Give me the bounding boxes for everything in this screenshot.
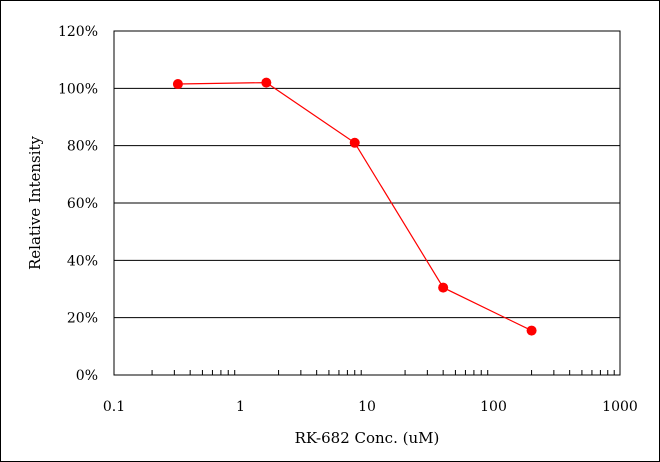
x-tick-label: 1000 (602, 399, 638, 415)
x-tick-label: 100 (480, 399, 507, 415)
data-point (349, 137, 360, 148)
y-tick-label: 100% (58, 81, 98, 97)
x-tick-label: 10 (358, 399, 376, 415)
y-tick-label: 60% (67, 196, 98, 212)
gridlines (114, 87, 620, 319)
data-point (438, 282, 449, 293)
x-axis-title: RK-682 Conc. (uM) (295, 429, 440, 447)
y-tick-label: 0% (76, 368, 98, 384)
y-tick-label: 80% (67, 139, 98, 155)
y-tick-label: 20% (67, 311, 98, 327)
data-series (172, 77, 537, 336)
y-tick-label: 40% (67, 253, 98, 269)
x-tick-label: 1 (236, 399, 245, 415)
x-tick-labels: 0.1 1 10 100 1000 (103, 399, 638, 415)
data-point (526, 325, 537, 336)
y-tick-label: 120% (58, 24, 98, 40)
data-point (261, 77, 272, 88)
x-axis-ticks (151, 370, 615, 375)
x-tick-label: 0.1 (103, 399, 125, 415)
y-axis-title: Relative Intensity (26, 135, 44, 270)
y-tick-labels: 0% 20% 40% 60% 80% 100% 120% (58, 24, 98, 384)
data-point (172, 79, 183, 90)
